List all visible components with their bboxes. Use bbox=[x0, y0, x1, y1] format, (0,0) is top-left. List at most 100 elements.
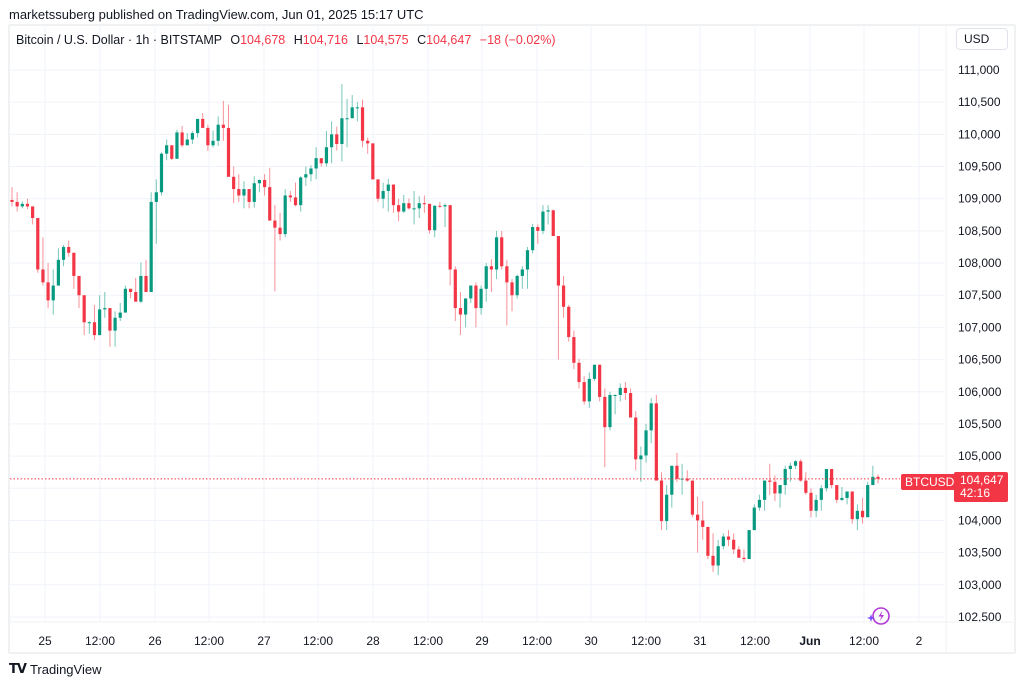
candle bbox=[257, 179, 262, 193]
y-axis-label: 109,000 bbox=[958, 192, 1002, 206]
y-axis-label: 107,500 bbox=[958, 288, 1002, 302]
x-axis-label: 12:00 bbox=[849, 634, 879, 648]
candle bbox=[386, 178, 390, 212]
candle bbox=[639, 446, 643, 482]
candle bbox=[644, 423, 648, 463]
candle bbox=[371, 143, 375, 180]
candle bbox=[77, 275, 81, 309]
tradingview-logo[interactable]: TV TradingView bbox=[9, 662, 101, 677]
candle bbox=[726, 530, 731, 547]
y-axis-label: 103,500 bbox=[958, 546, 1002, 560]
candle bbox=[345, 98, 349, 148]
candle bbox=[46, 263, 50, 309]
candle bbox=[51, 269, 55, 315]
candle bbox=[72, 252, 76, 289]
candle bbox=[87, 320, 91, 334]
candle bbox=[855, 504, 859, 531]
candle bbox=[665, 485, 669, 531]
candle bbox=[649, 398, 653, 444]
candle bbox=[814, 494, 818, 518]
candle bbox=[711, 533, 715, 572]
candle bbox=[654, 394, 658, 481]
candle bbox=[397, 198, 401, 222]
candle bbox=[335, 126, 339, 151]
candle bbox=[448, 205, 452, 286]
y-axis-label: 108,500 bbox=[958, 224, 1002, 238]
symbol-title[interactable]: Bitcoin / U.S. Dollar · 1h · BITSTAMP bbox=[16, 33, 222, 47]
x-axis-label: 27 bbox=[257, 634, 271, 648]
candle bbox=[226, 104, 231, 177]
candle bbox=[546, 205, 550, 225]
candle bbox=[288, 190, 292, 202]
candle bbox=[762, 480, 767, 511]
x-axis-label: 12:00 bbox=[85, 634, 115, 648]
candle bbox=[98, 295, 102, 336]
candle bbox=[82, 295, 86, 336]
candle bbox=[716, 539, 720, 576]
candle bbox=[505, 259, 509, 326]
candle bbox=[536, 224, 540, 244]
candle bbox=[628, 388, 633, 418]
candle bbox=[402, 194, 406, 213]
candle bbox=[866, 481, 870, 518]
y-axis-label: 106,500 bbox=[958, 353, 1002, 367]
candle bbox=[608, 391, 612, 431]
candle bbox=[788, 462, 792, 482]
candle bbox=[830, 468, 834, 489]
y-axis-label: 107,000 bbox=[958, 320, 1002, 334]
publisher-caption: marketssuberg published on TradingView.c… bbox=[9, 7, 424, 22]
candle bbox=[92, 304, 97, 341]
symbol-price-tag: BTCUSD bbox=[901, 474, 959, 490]
candle bbox=[778, 485, 782, 508]
candle bbox=[659, 472, 664, 531]
candle bbox=[350, 95, 354, 119]
candle bbox=[149, 192, 153, 293]
candle bbox=[144, 259, 148, 293]
x-axis-label: 12:00 bbox=[522, 634, 552, 648]
candle bbox=[56, 248, 60, 286]
candle bbox=[412, 190, 416, 225]
x-axis-label: 12:00 bbox=[631, 634, 661, 648]
y-axis-label: 111,000 bbox=[958, 63, 1000, 77]
candle bbox=[840, 486, 844, 502]
candle bbox=[556, 236, 561, 360]
lightning-icon[interactable] bbox=[866, 605, 892, 627]
candle bbox=[510, 279, 514, 312]
candle bbox=[268, 167, 272, 221]
candle bbox=[706, 526, 710, 560]
x-axis-label: 12:00 bbox=[194, 634, 224, 648]
candle bbox=[118, 302, 122, 321]
candle bbox=[690, 480, 695, 518]
candle bbox=[572, 330, 576, 370]
candle bbox=[41, 237, 45, 286]
candle bbox=[525, 246, 530, 289]
candle bbox=[623, 382, 628, 401]
candle bbox=[139, 262, 143, 303]
candle bbox=[494, 230, 499, 280]
candle bbox=[675, 452, 679, 482]
candle bbox=[819, 485, 823, 511]
candle bbox=[252, 176, 256, 208]
candle bbox=[732, 533, 736, 554]
candle bbox=[195, 118, 200, 138]
open-value: 104,678 bbox=[240, 33, 286, 47]
candle bbox=[376, 179, 380, 202]
candle bbox=[211, 130, 215, 148]
candle bbox=[31, 206, 35, 225]
bar-countdown: 42:16 bbox=[960, 486, 991, 500]
candle bbox=[871, 465, 875, 486]
candle bbox=[366, 137, 370, 154]
candle bbox=[201, 113, 205, 128]
currency-button[interactable]: USD bbox=[956, 28, 1008, 50]
candle bbox=[500, 230, 504, 270]
candle bbox=[25, 198, 30, 209]
y-axis-label: 103,000 bbox=[958, 578, 1002, 592]
candle bbox=[804, 472, 808, 495]
candle bbox=[809, 488, 813, 518]
candle bbox=[757, 494, 762, 511]
x-axis-label: 29 bbox=[475, 634, 489, 648]
candle bbox=[278, 212, 282, 241]
candle bbox=[515, 274, 519, 299]
candle bbox=[340, 84, 344, 162]
